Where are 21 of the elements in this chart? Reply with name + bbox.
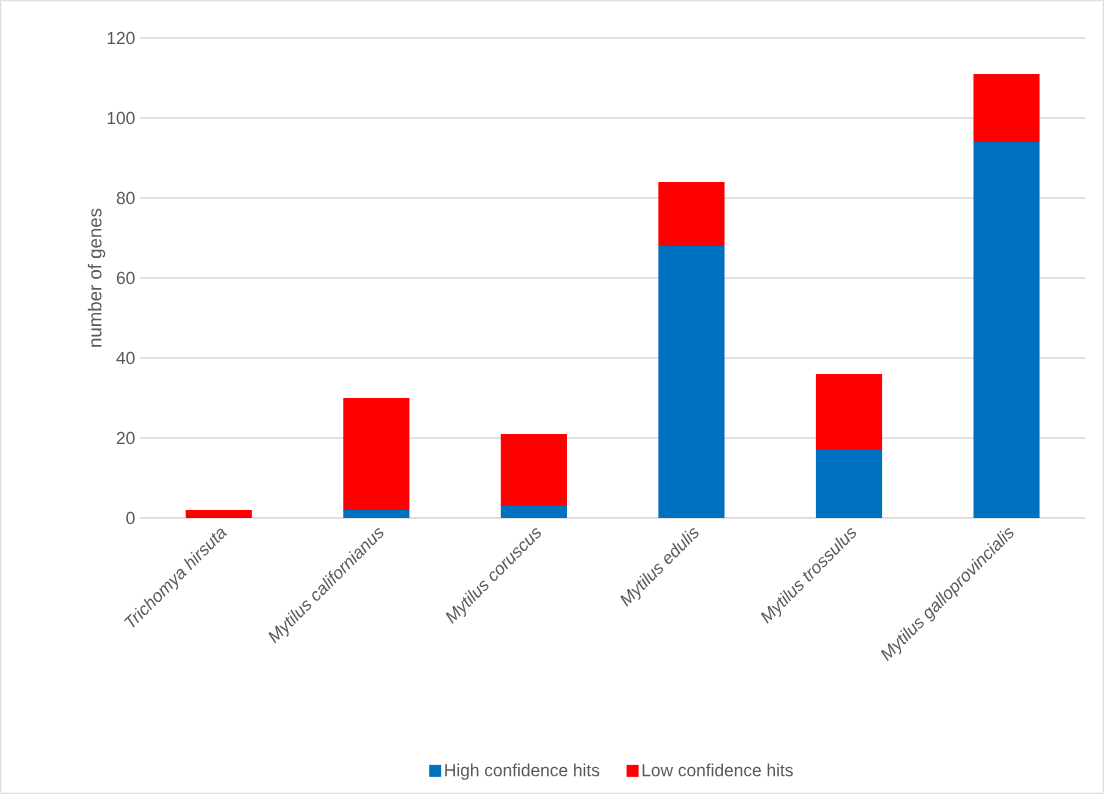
legend-label: Low confidence hits [642,763,793,777]
bar [500,434,567,506]
bar [815,374,883,450]
y-tick-label: 60 [116,271,135,285]
bar [815,450,883,518]
bar [973,74,1040,142]
y-axis-title: number of genes [87,208,106,347]
y-tick-label: 0 [126,511,135,525]
bar [185,510,252,518]
bar [343,398,410,510]
legend-label: High confidence hits [445,763,600,780]
y-tick-label: 120 [107,31,135,45]
bar [658,182,725,246]
bar [658,246,725,518]
y-tick-label: 20 [116,431,135,445]
bar [343,510,410,518]
y-tick-label: 40 [116,351,135,365]
y-tick-label: 100 [107,111,135,125]
y-tick-label: 80 [116,191,135,205]
bar [973,142,1040,518]
bar [500,506,567,518]
